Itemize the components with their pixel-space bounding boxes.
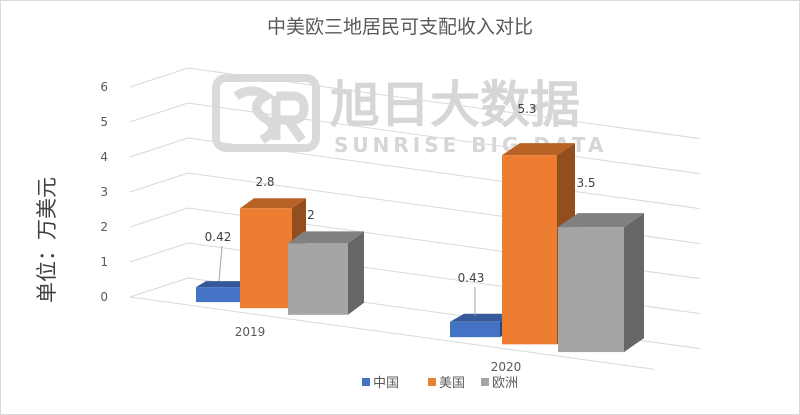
legend-label: 美国 bbox=[439, 376, 465, 391]
category-label: 2019 bbox=[235, 325, 266, 339]
y-tick-label: 1 bbox=[100, 255, 108, 269]
legend-swatch bbox=[428, 378, 436, 386]
y-tick-label: 0 bbox=[100, 290, 108, 304]
bar-top bbox=[450, 313, 514, 322]
data-label: 3.5 bbox=[576, 176, 595, 190]
data-label: 2 bbox=[307, 208, 315, 222]
legend: 中国 美国 欧洲 bbox=[362, 376, 518, 391]
bar-front bbox=[196, 287, 242, 303]
bar-side bbox=[348, 231, 364, 315]
bars bbox=[196, 143, 644, 353]
bar-top bbox=[240, 198, 306, 209]
legend-item: 欧洲 bbox=[481, 376, 518, 391]
bar-front bbox=[558, 227, 624, 353]
bar-top bbox=[196, 281, 252, 288]
bar-front bbox=[502, 155, 557, 345]
bar-top bbox=[558, 213, 644, 228]
y-tick-label: 3 bbox=[100, 185, 108, 199]
data-label: 0.42 bbox=[205, 230, 232, 244]
y-tick-label: 4 bbox=[100, 150, 108, 164]
chart-title: 中美欧三地居民可支配收入对比 bbox=[267, 16, 533, 38]
gridline bbox=[129, 67, 701, 140]
legend-item: 美国 bbox=[428, 376, 465, 391]
category-label: 2020 bbox=[491, 360, 522, 374]
legend-swatch bbox=[362, 378, 370, 386]
y-tick-label: 5 bbox=[100, 115, 108, 129]
bar-front bbox=[240, 208, 292, 309]
bar-欧洲-2019 bbox=[288, 231, 364, 315]
data-label: 2.8 bbox=[255, 175, 274, 189]
data-label: 5.3 bbox=[517, 102, 536, 116]
bar-top bbox=[288, 231, 364, 244]
legend-label: 中国 bbox=[373, 376, 399, 391]
data-label: 0.43 bbox=[458, 271, 485, 285]
legend-swatch bbox=[481, 378, 489, 386]
category-labels: 2019 2020 bbox=[235, 325, 522, 374]
bar-front bbox=[288, 243, 348, 315]
data-labels: 0.42 2.8 2 0.43 5.3 3.5 bbox=[205, 102, 596, 316]
legend-label: 欧洲 bbox=[492, 376, 518, 391]
bar-top bbox=[502, 143, 575, 156]
floor-edge bbox=[129, 296, 655, 370]
bar-欧洲-2020 bbox=[558, 213, 644, 353]
bar-front bbox=[450, 321, 500, 338]
y-tick-label: 2 bbox=[100, 220, 108, 234]
bar-side bbox=[624, 213, 644, 353]
y-tick-labels: 0 1 2 3 4 5 6 bbox=[100, 80, 108, 304]
leader-line bbox=[218, 245, 223, 282]
axes bbox=[129, 296, 655, 370]
y-tick-label: 6 bbox=[100, 80, 108, 94]
y-axis-label: 单位：万美元 bbox=[35, 177, 59, 303]
watermark-logo bbox=[212, 74, 320, 152]
legend-item: 中国 bbox=[362, 376, 399, 391]
